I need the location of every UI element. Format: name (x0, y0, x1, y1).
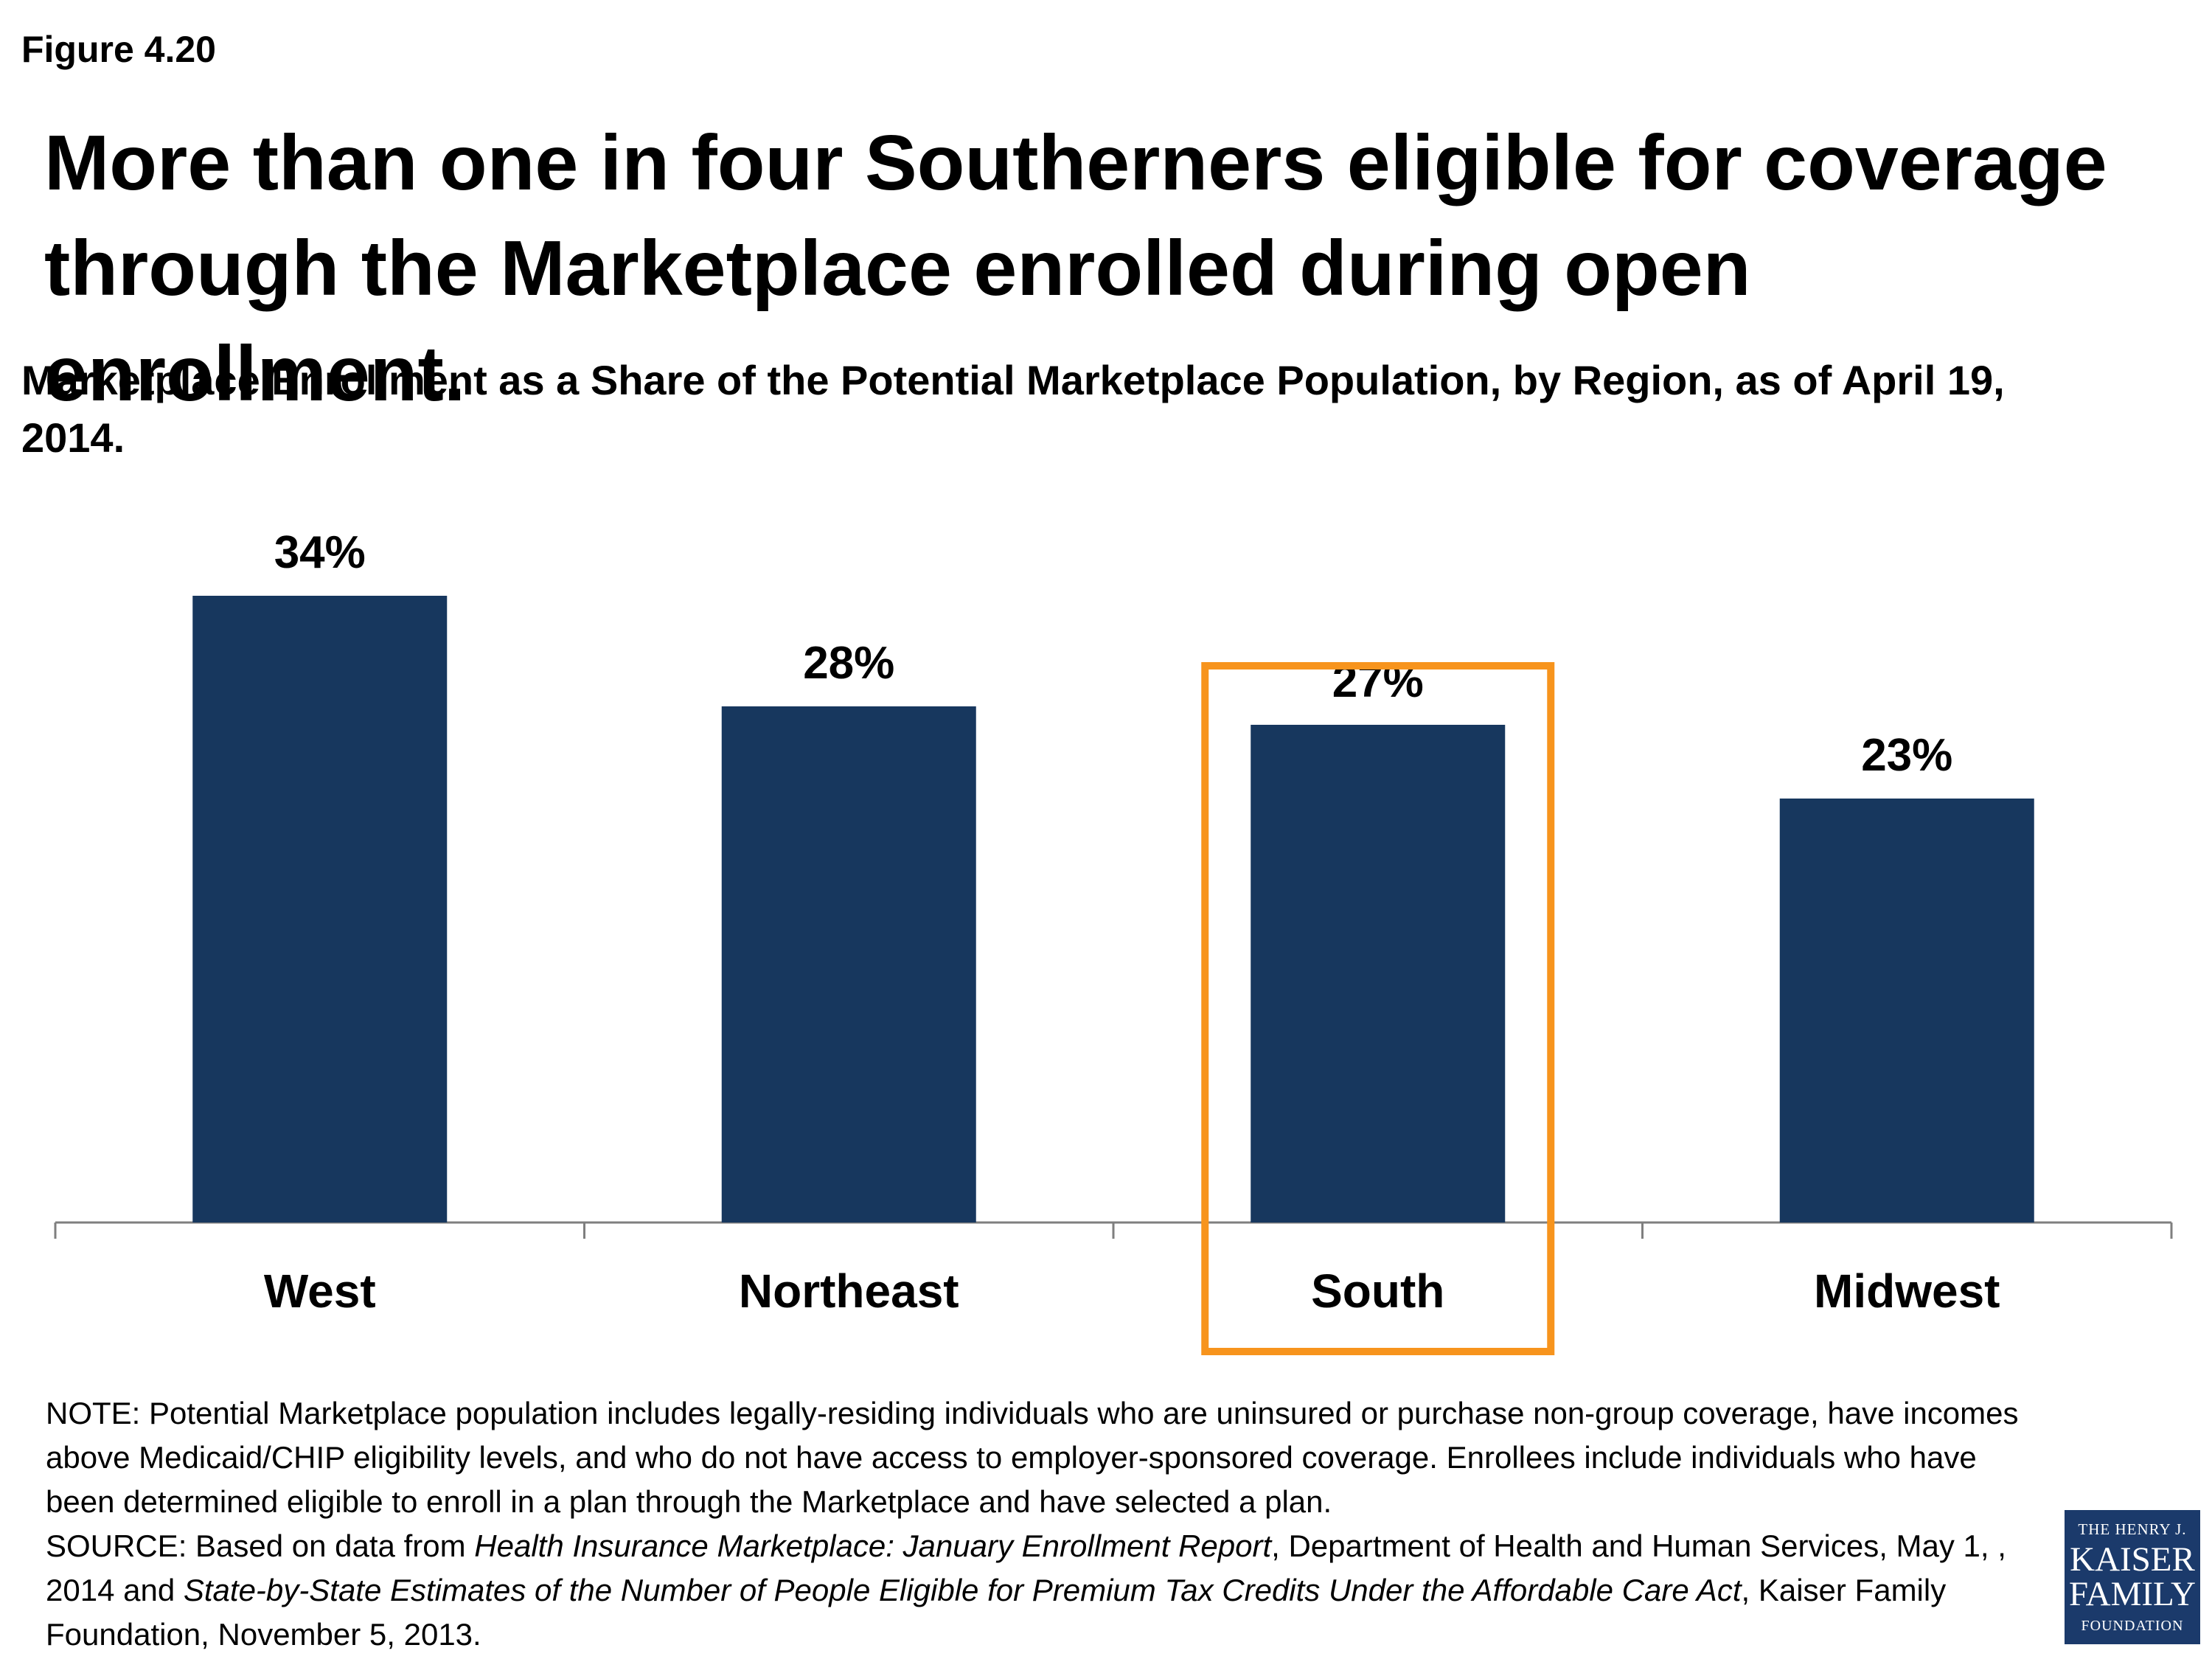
bar-northeast (721, 706, 976, 1222)
source-title-1: Health Insurance Marketplace: January En… (474, 1528, 1272, 1563)
chart-title: Marketplace Enrollment as a Share of the… (21, 357, 2005, 461)
footnote: NOTE: Potential Marketplace population i… (46, 1391, 2037, 1657)
bar-west (192, 596, 448, 1222)
highlight-box (1201, 662, 1555, 1355)
logo-line-3: FAMILY (2069, 1575, 2196, 1613)
logo-line-2: KAISER (2070, 1540, 2195, 1579)
source-text: SOURCE: Based on data from Health Insura… (46, 1524, 2037, 1657)
bar-midwest (1779, 799, 2034, 1222)
data-label: 23% (1861, 730, 1952, 781)
source-title-2: State-by-State Estimates of the Number o… (183, 1573, 1742, 1607)
bar-south (1251, 725, 1506, 1222)
data-label: 28% (803, 638, 894, 689)
source-mid: , Department of Health and Human Service… (46, 1528, 2006, 1607)
source-suffix: , Kaiser Family Foundation, November 5, … (46, 1573, 1947, 1652)
x-tick-label: West (264, 1265, 376, 1318)
x-tick-label: Northeast (739, 1265, 959, 1318)
x-tick-label: Midwest (1814, 1265, 2000, 1318)
x-tick-label: South (1311, 1265, 1444, 1318)
headline: More than one in four Southerners eligib… (44, 119, 2107, 417)
logo-line-1: THE HENRY J. (2078, 1520, 2187, 1538)
source-prefix: SOURCE: Based on data from (46, 1528, 475, 1563)
logo-line-4: FOUNDATION (2081, 1618, 2184, 1634)
data-label: 34% (274, 527, 366, 578)
note-text: NOTE: Potential Marketplace population i… (46, 1396, 2019, 1519)
kaiser-family-foundation-logo: THE HENRY J. KAISER FAMILY FOUNDATION (2065, 1510, 2200, 1644)
figure-label: Figure 4.20 (21, 29, 216, 70)
